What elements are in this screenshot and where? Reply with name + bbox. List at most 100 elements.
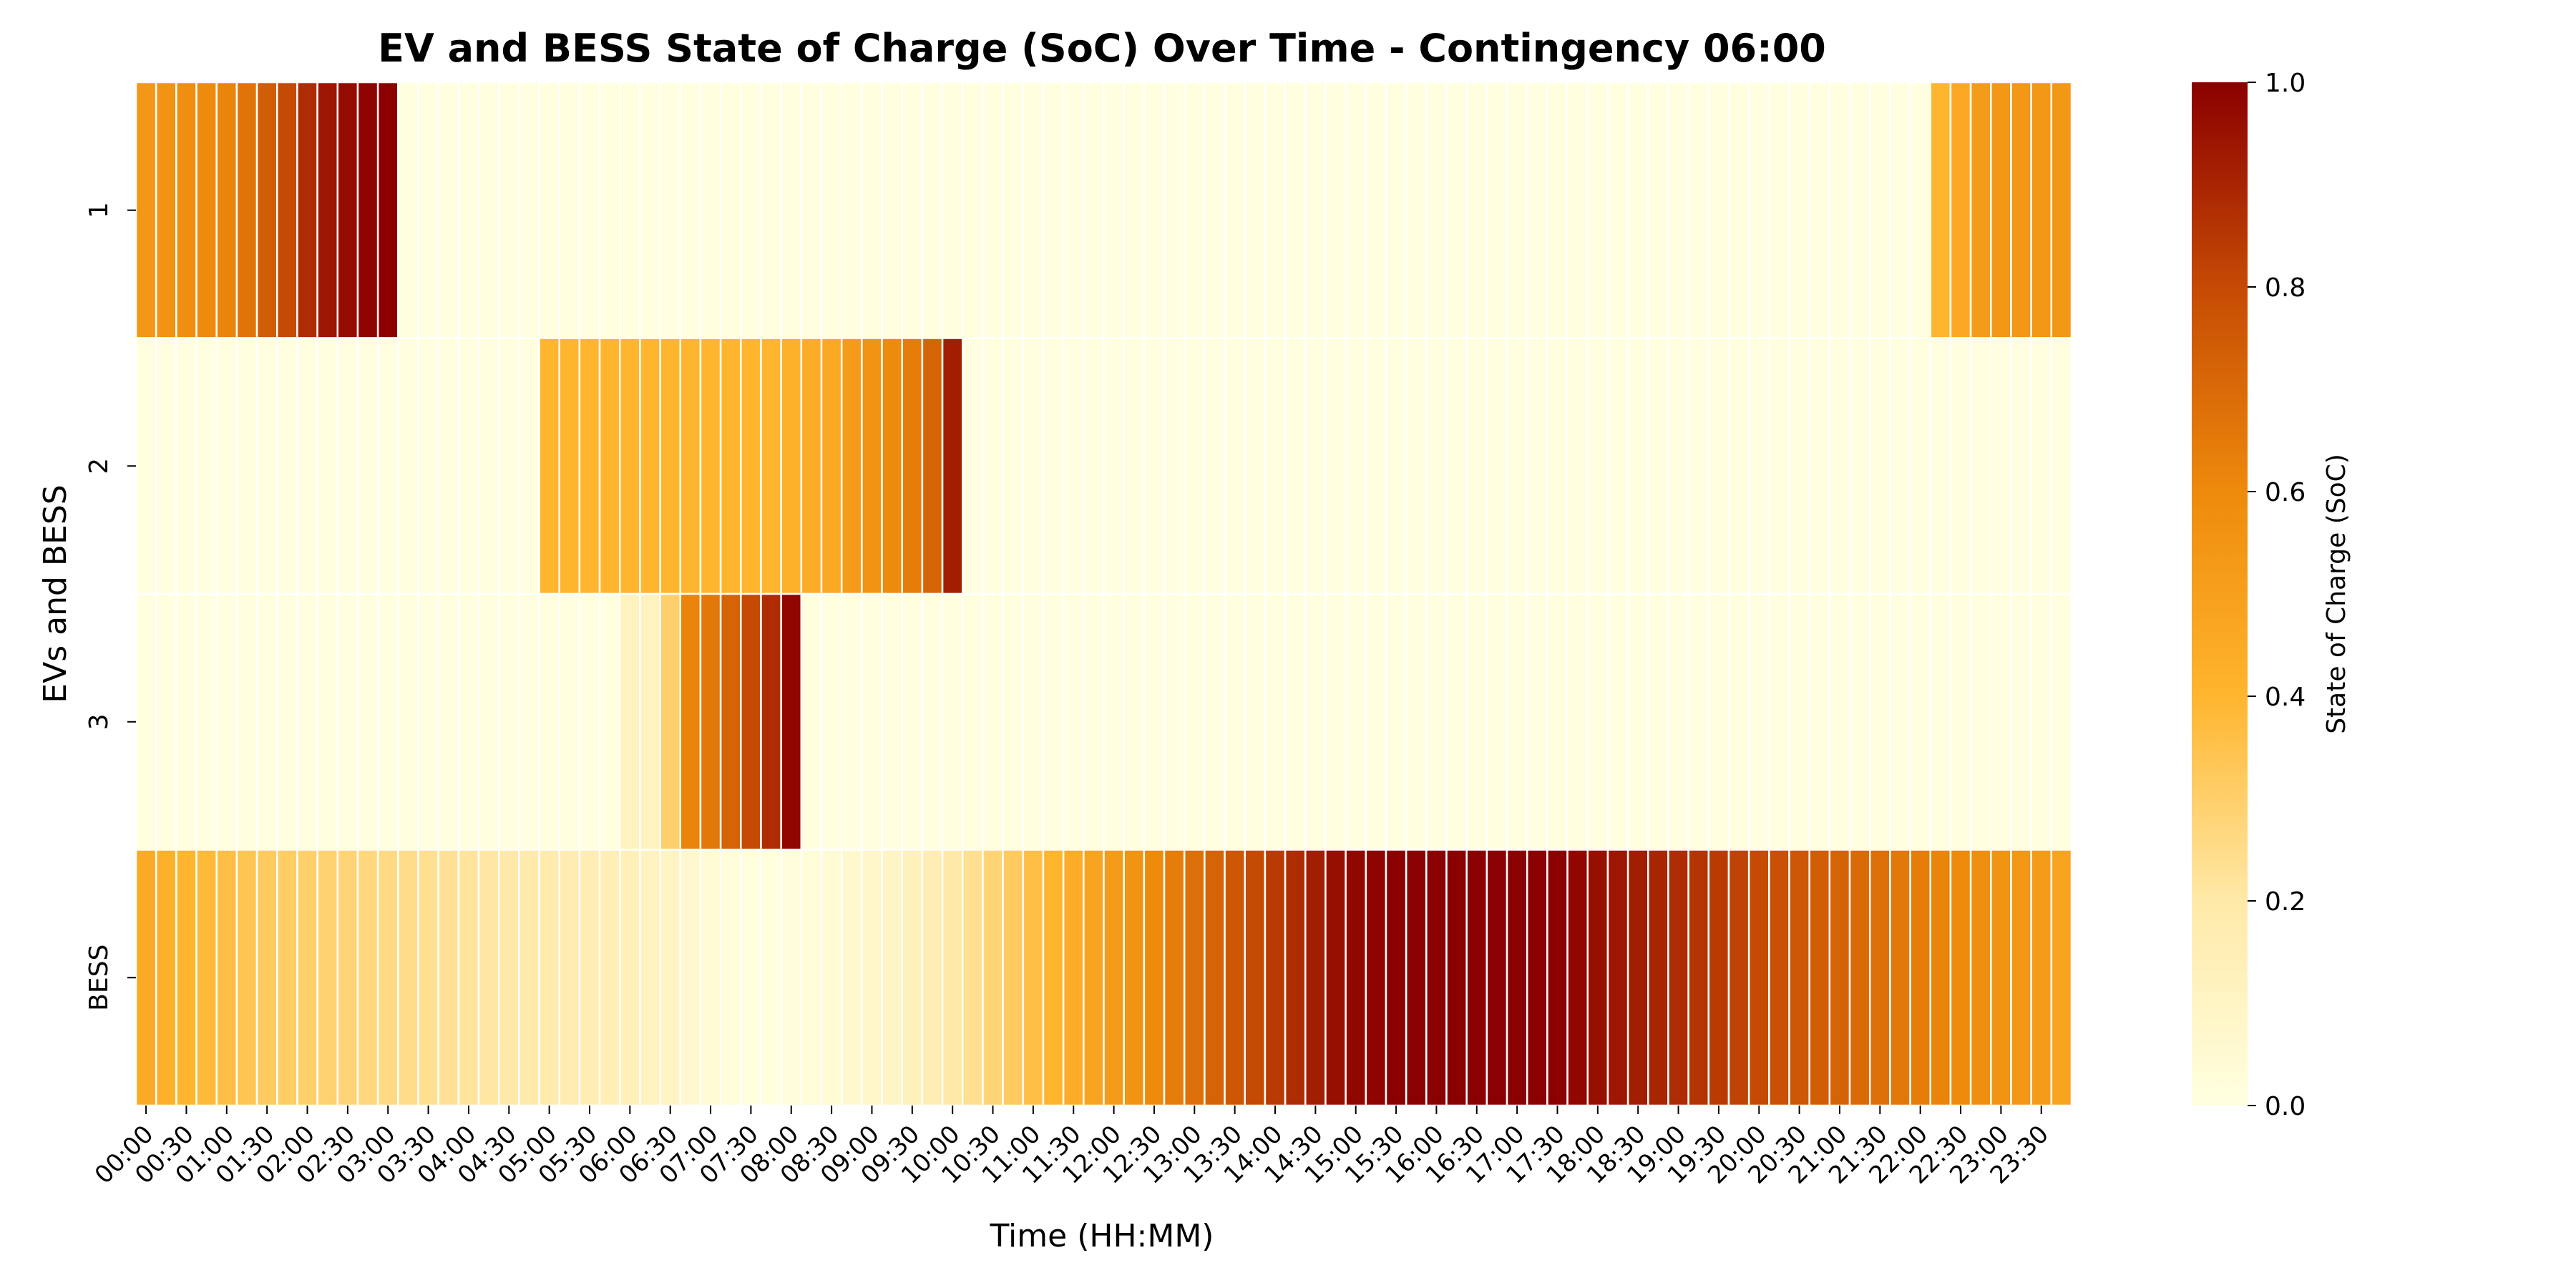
heatmap-cell (780, 849, 803, 1107)
heatmap-cell (1445, 592, 1468, 851)
heatmap-cell (1304, 592, 1327, 851)
heatmap-cell (578, 849, 601, 1107)
heatmap-cell (356, 337, 379, 595)
heatmap-cell (1042, 337, 1065, 595)
heatmap-cell (1788, 849, 1810, 1107)
heatmap-cell (215, 849, 238, 1107)
heatmap-cell (2010, 849, 2032, 1107)
heatmap-cell (417, 849, 439, 1107)
heatmap-cell (1264, 592, 1287, 851)
heatmap-cell (1647, 849, 1669, 1107)
heatmap-cell (457, 337, 480, 595)
heatmap-cell (1506, 337, 1528, 595)
heatmap-cell (1929, 81, 1952, 339)
heatmap-cell (760, 849, 782, 1107)
heatmap-cell (1747, 337, 1770, 595)
heatmap-cell (1465, 592, 1488, 851)
heatmap-cell (1889, 81, 1911, 339)
heatmap-cell (1324, 337, 1347, 595)
heatmap-cell (1707, 81, 1730, 339)
heatmap-cell (1062, 592, 1085, 851)
heatmap-cell (840, 592, 863, 851)
heatmap-cell (1848, 592, 1871, 851)
heatmap-cell (1062, 81, 1085, 339)
heatmap-cell (518, 81, 540, 339)
heatmap-cell (1848, 337, 1871, 595)
heatmap-cell (800, 337, 823, 595)
heatmap-cell (1204, 592, 1226, 851)
heatmap-cell (316, 337, 339, 595)
heatmap-cell (1163, 849, 1186, 1107)
heatmap-cell (1868, 81, 1891, 339)
heatmap-cell (215, 337, 238, 595)
heatmap-cell (558, 81, 581, 339)
heatmap-cell (1264, 81, 1287, 339)
heatmap-cell (255, 337, 278, 595)
heatmap-cell (901, 849, 924, 1107)
heatmap-cell (1606, 81, 1629, 339)
heatmap-cell (1667, 337, 1689, 595)
heatmap-cell (1626, 337, 1649, 595)
heatmap-cell (336, 337, 359, 595)
heatmap-cell (275, 337, 298, 595)
heatmap-cell (1204, 81, 1226, 339)
heatmap-cell (1042, 592, 1065, 851)
heatmap-cell (1425, 337, 1448, 595)
heatmap-cell (901, 337, 924, 595)
heatmap-cell (1667, 592, 1689, 851)
heatmap-cell (1566, 337, 1589, 595)
heatmap-cell (497, 337, 520, 595)
heatmap-cell (1707, 337, 1730, 595)
heatmap-cell (1506, 592, 1528, 851)
colorbar-tick-label: 0.0 (2265, 1092, 2306, 1121)
colorbar-tick-label: 0.8 (2265, 273, 2306, 303)
heatmap-cell (619, 337, 641, 595)
heatmap-cell (679, 337, 702, 595)
heatmap-cell (558, 592, 581, 851)
heatmap-cell (2030, 81, 2053, 339)
heatmap-cell (740, 592, 762, 851)
heatmap-cell (1808, 337, 1831, 595)
heatmap-cell (1163, 81, 1186, 339)
heatmap-cell (1788, 337, 1810, 595)
heatmap-cell (760, 337, 782, 595)
heatmap-cell (1103, 81, 1125, 339)
heatmap-cell (639, 81, 661, 339)
heatmap-cell (1687, 849, 1710, 1107)
heatmap-cell (195, 337, 218, 595)
heatmap-cell (1506, 81, 1528, 339)
colorbar-label: State of Charge (SoC) (2322, 454, 2351, 734)
colorbar-tick-label: 1.0 (2265, 69, 2306, 98)
heatmap-cell (417, 81, 439, 339)
heatmap-cell (1566, 592, 1589, 851)
heatmap-cell (1727, 592, 1750, 851)
heatmap-cell (195, 849, 218, 1107)
heatmap-cell (1324, 81, 1347, 339)
heatmap-cell (215, 81, 238, 339)
heatmap-cell (1909, 592, 1932, 851)
heatmap-cell (1224, 337, 1246, 595)
heatmap-cell (699, 849, 722, 1107)
heatmap-cell (1284, 81, 1307, 339)
colorbar-ticks: 0.0 0.2 0.4 0.6 0.8 1.0 (2248, 69, 2306, 1121)
heatmap (135, 81, 2073, 1107)
heatmap-cell (598, 849, 621, 1107)
heatmap-cell (1990, 81, 2012, 339)
heatmap-cell (1546, 849, 1568, 1107)
heatmap-cell (1385, 592, 1407, 851)
heatmap-cell (1123, 592, 1146, 851)
heatmap-cell (921, 337, 944, 595)
heatmap-cell (1969, 81, 1992, 339)
heatmap-cell (1204, 337, 1226, 595)
heatmap-cell (518, 337, 540, 595)
heatmap-cell (1022, 337, 1045, 595)
heatmap-cell (1506, 849, 1528, 1107)
heatmap-cell (356, 81, 379, 339)
heatmap-cell (820, 337, 843, 595)
heatmap-cell (1909, 849, 1932, 1107)
heatmap-cell (1990, 592, 2012, 851)
heatmap-cell (1566, 81, 1589, 339)
heatmap-cell (719, 849, 742, 1107)
heatmap-cell (1747, 81, 1770, 339)
y-axis-label: EVs and BESS (37, 484, 74, 703)
